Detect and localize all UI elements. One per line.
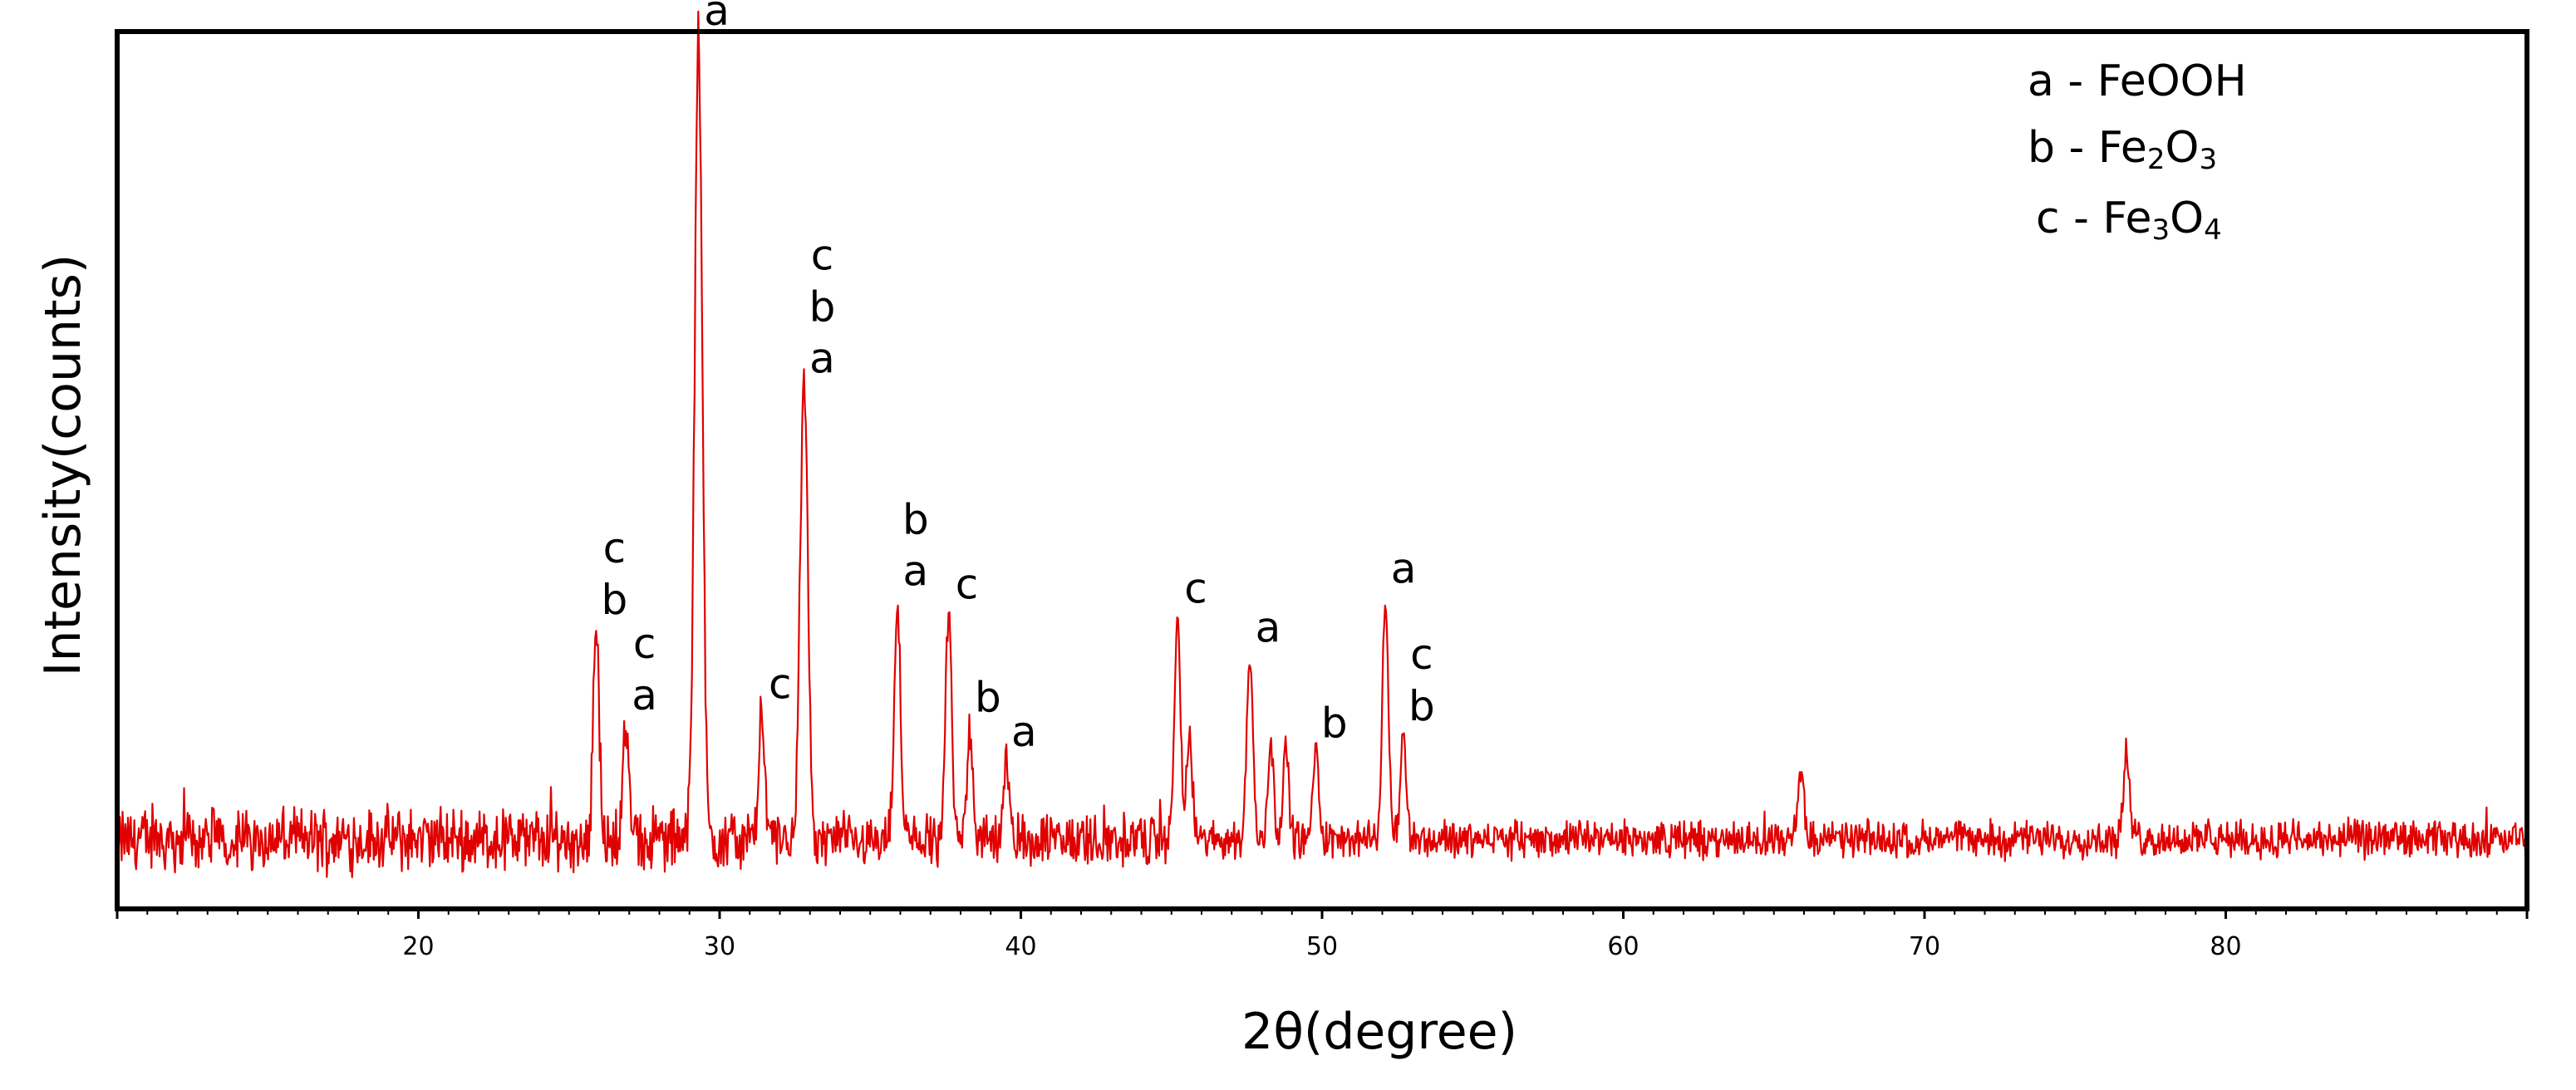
legend-entry-c-text: c - Fe <box>2036 194 2151 243</box>
x-tick-label: 60 <box>1607 932 1639 961</box>
legend-entry-c: c - Fe3O4 <box>2036 194 2222 247</box>
peak-label: a <box>903 547 929 596</box>
x-tick-label: 50 <box>1306 932 1338 961</box>
x-axis-title: 2θ(degree) <box>1241 1003 1517 1061</box>
legend-entry-b: b - Fe2O3 <box>2028 123 2217 176</box>
peak-label: b <box>975 673 1001 721</box>
x-tick-label: 20 <box>402 932 434 961</box>
legend-entry-a: a - FeOOH <box>2028 56 2247 106</box>
legend-entry-c-sub2: 4 <box>2204 214 2222 247</box>
x-tick-label: 70 <box>1909 932 1940 961</box>
peak-label: c <box>1184 565 1207 613</box>
xrd-series-line <box>116 10 2528 879</box>
peak-label: b <box>1321 700 1348 748</box>
peak-label: b <box>602 576 628 624</box>
x-axis-ticks: 20 30 40 50 60 70 80 <box>116 909 2529 961</box>
y-axis-title: Intensity(counts) <box>34 254 92 677</box>
peak-label: c <box>1410 631 1433 679</box>
x-tick-label: 30 <box>704 932 735 961</box>
peak-label: a <box>1256 604 1281 652</box>
legend-entry-b-text: b - Fe <box>2028 123 2147 173</box>
legend-entry-c-sub1: 3 <box>2151 214 2170 247</box>
legend-entry-b-sub1: 2 <box>2147 143 2166 176</box>
peak-label: a <box>1011 708 1037 756</box>
peak-label: b <box>1408 682 1435 730</box>
peak-label: a <box>704 0 730 35</box>
peak-label: b <box>809 282 836 331</box>
peak-annotations: cbcacbaccbabacbacabacb <box>602 0 1435 756</box>
peak-label: a <box>1391 545 1417 593</box>
peak-label: a <box>632 671 657 719</box>
peak-label: c <box>769 660 792 709</box>
legend-entry-b-mid: O <box>2166 123 2200 173</box>
x-tick-label: 40 <box>1005 932 1036 961</box>
legend: a - FeOOH b - Fe2O3 c - Fe3O4 <box>2028 56 2247 247</box>
peak-label: a <box>809 334 835 382</box>
legend-entry-c-mid: O <box>2170 194 2204 243</box>
legend-entry-b-sub2: 3 <box>2199 143 2217 176</box>
x-tick-label: 80 <box>2210 932 2241 961</box>
series-layer <box>116 10 2528 879</box>
peak-label: c <box>956 560 979 608</box>
peak-label: c <box>811 231 834 279</box>
peak-label: c <box>633 620 656 668</box>
peak-label: c <box>603 524 627 572</box>
peak-label: b <box>902 496 929 544</box>
